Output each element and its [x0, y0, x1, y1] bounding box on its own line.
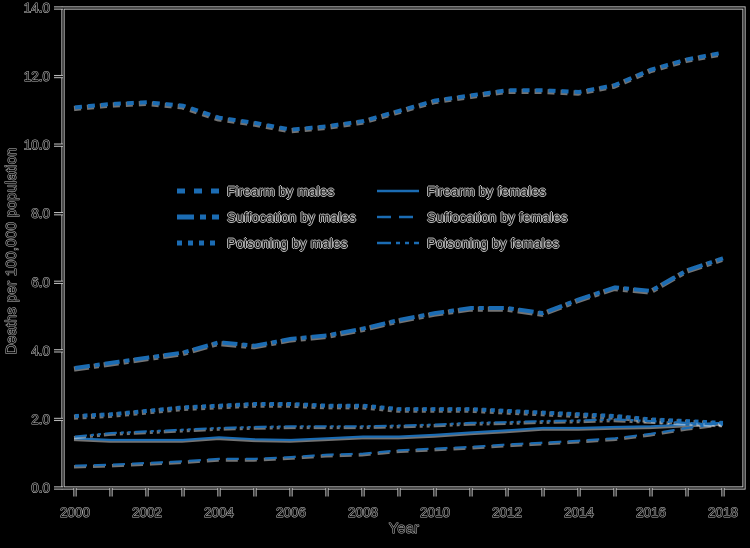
y-tick-label: 8.0: [31, 206, 50, 221]
series-layer: [73, 50, 724, 469]
legend-label-suffocation-females: Suffocation by females: [427, 209, 568, 225]
legend-item-poisoning-females: Poisoning by females: [376, 230, 568, 256]
y-tick-label: 2.0: [31, 412, 50, 427]
y-tick-label: 0.0: [31, 481, 50, 496]
y-tick-label: 10.0: [24, 138, 50, 153]
x-tick-label: 2014: [564, 505, 595, 520]
x-tick-label: 2008: [348, 505, 378, 520]
y-axis-title: Deaths per 100,000 population: [4, 147, 20, 354]
legend: Firearm by males Firearm by females Suff…: [176, 178, 568, 256]
legend-item-firearm-males: Firearm by males: [176, 178, 376, 204]
y-tick-label: 14.0: [24, 1, 50, 16]
series-line-suffocation-by-females: [74, 422, 724, 467]
legend-label-poisoning-males: Poisoning by males: [227, 235, 348, 251]
legend-swatch-suffocation-males-icon: [177, 214, 219, 220]
axes-layer: 0.0 2.0 4.0 6.0 8.0 10.0 12.0 14.0 2000 2002 2004 2…: [23, 0, 746, 521]
legend-item-firearm-females: Firearm by females: [376, 178, 568, 204]
legend-item-suffocation-females: Suffocation by females: [376, 204, 568, 230]
series-line-firearm-by-males: [74, 50, 724, 132]
series-line-poisoning-by-females: [74, 418, 724, 438]
legend-label-firearm-males: Firearm by males: [227, 183, 335, 199]
series-line-suffocation-by-males: [74, 256, 724, 370]
legend-swatch-firearm-females-icon: [377, 189, 419, 193]
legend-label-suffocation-males: Suffocation by males: [227, 209, 357, 225]
y-tick-label: 6.0: [31, 275, 50, 290]
x-tick-label: 2012: [492, 505, 522, 520]
x-tick-label: 2018: [708, 505, 738, 520]
series-line-poisoning-by-males: [74, 402, 724, 425]
legend-swatch-suffocation-females-icon: [377, 215, 419, 219]
legend-label-poisoning-females: Poisoning by females: [427, 235, 560, 251]
x-tick-label: 2006: [276, 505, 306, 520]
x-axis-title: Year: [389, 521, 420, 537]
legend-swatch-poisoning-males-icon: [177, 240, 219, 246]
y-tick-label: 12.0: [24, 69, 50, 84]
x-tick-label: 2000: [60, 505, 90, 520]
x-tick-label: 2002: [132, 505, 162, 520]
series-line-firearm-by-females: [74, 421, 724, 442]
x-tick-label: 2016: [636, 505, 666, 520]
series-line-firearm-by-males-halo: [73, 51, 723, 134]
legend-item-poisoning-males: Poisoning by males: [176, 230, 376, 256]
legend-label-firearm-females: Firearm by females: [427, 183, 547, 199]
x-tick-label: 2010: [420, 505, 450, 520]
legend-item-suffocation-males: Suffocation by males: [176, 204, 376, 230]
x-tick-label: 2004: [204, 505, 235, 520]
legend-swatch-firearm-males-icon: [177, 188, 219, 194]
legend-swatch-poisoning-females-icon: [377, 241, 419, 245]
plot-border: [62, 7, 745, 489]
y-tick-label: 4.0: [31, 343, 50, 358]
